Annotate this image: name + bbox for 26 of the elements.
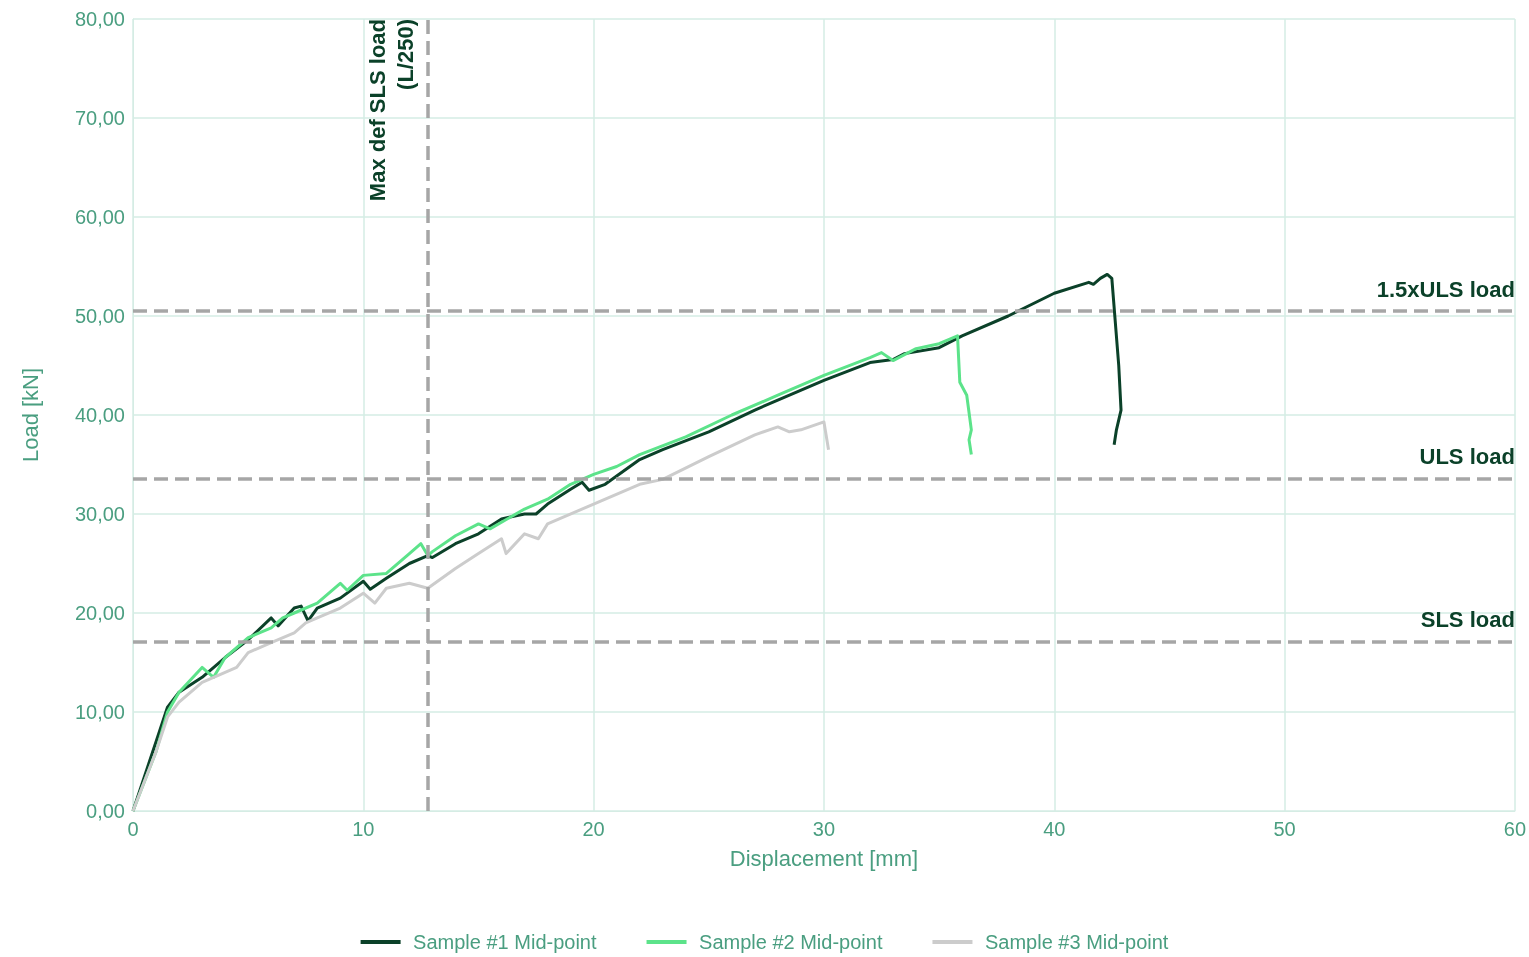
x-axis-title: Displacement [mm] — [729, 845, 919, 871]
ref-line-label: Max def SLS load (L/250) — [365, 19, 419, 202]
y-tick-label: 60,00 — [74, 206, 125, 228]
x-tick-label: 20 — [582, 818, 605, 840]
x-tick-label: 30 — [812, 818, 836, 840]
x-tick-label: 60 — [1503, 818, 1526, 840]
y-tick-label: 20,00 — [74, 602, 125, 624]
y-tick-label: 40,00 — [74, 404, 125, 426]
legend-label: Sample #1 Mid-point — [413, 931, 597, 953]
x-tick-label: 40 — [1043, 818, 1066, 840]
y-tick-label: 50,00 — [74, 305, 125, 327]
y-tick-label: 30,00 — [74, 503, 125, 525]
y-tick-label: 0,00 — [86, 800, 125, 822]
x-tick-label: 0 — [127, 818, 139, 840]
x-tick-label: 50 — [1273, 818, 1296, 840]
y-tick-label: 80,00 — [74, 8, 125, 30]
ref-line-label: 1.5xULS load — [1376, 276, 1515, 302]
y-axis-title: Load [kN] — [17, 367, 43, 463]
ref-line-label: SLS load — [1420, 607, 1515, 633]
x-tick-label: 10 — [352, 818, 375, 840]
line-series — [131, 420, 831, 813]
y-tick-label: 10,00 — [74, 701, 125, 723]
y-tick-label: 70,00 — [74, 107, 125, 129]
legend-label: Sample #3 Mid-point — [984, 931, 1169, 953]
legend-label: Sample #2 Mid-point — [699, 931, 883, 953]
ref-line-label: ULS load — [1419, 443, 1515, 469]
